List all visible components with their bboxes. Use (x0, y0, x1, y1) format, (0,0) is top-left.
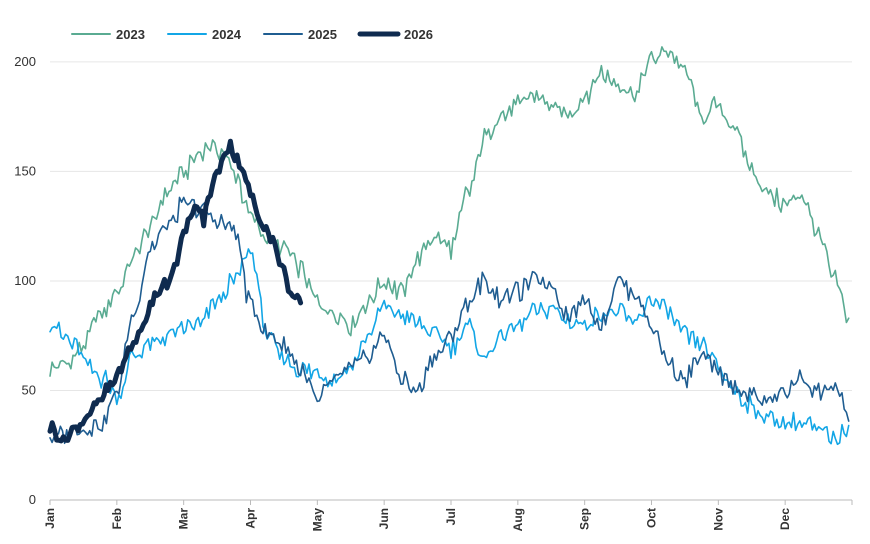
legend-label-2026: 2026 (404, 27, 433, 42)
y-tick-label: 150 (14, 163, 36, 178)
legend-label-2025: 2025 (308, 27, 337, 42)
x-tick-label-apr: Apr (244, 508, 258, 529)
series-line-2023 (49, 46, 850, 377)
legend-label-2023: 2023 (116, 27, 145, 42)
series-line-2024 (49, 248, 850, 446)
y-tick-label: 50 (22, 382, 36, 397)
series-line-2026 (47, 138, 304, 444)
legend-label-2024: 2024 (212, 27, 242, 42)
x-tick-label-aug: Aug (511, 508, 525, 531)
series-line-2025 (49, 196, 850, 445)
x-tick-label-sep: Sep (578, 508, 592, 530)
x-tick-label-jan: Jan (43, 508, 57, 529)
x-tick-label-feb: Feb (110, 508, 124, 529)
x-tick-label-mar: Mar (177, 508, 191, 530)
x-tick-label-jul: Jul (444, 508, 458, 525)
x-tick-label-may: May (310, 508, 324, 532)
x-tick-label-jun: Jun (377, 508, 391, 529)
y-tick-label: 100 (14, 273, 36, 288)
y-tick-label: 0 (29, 492, 36, 507)
x-tick-label-oct: Oct (645, 508, 659, 528)
x-tick-label-dec: Dec (778, 508, 792, 530)
y-tick-label: 200 (14, 54, 36, 69)
x-tick-label-nov: Nov (711, 508, 725, 531)
